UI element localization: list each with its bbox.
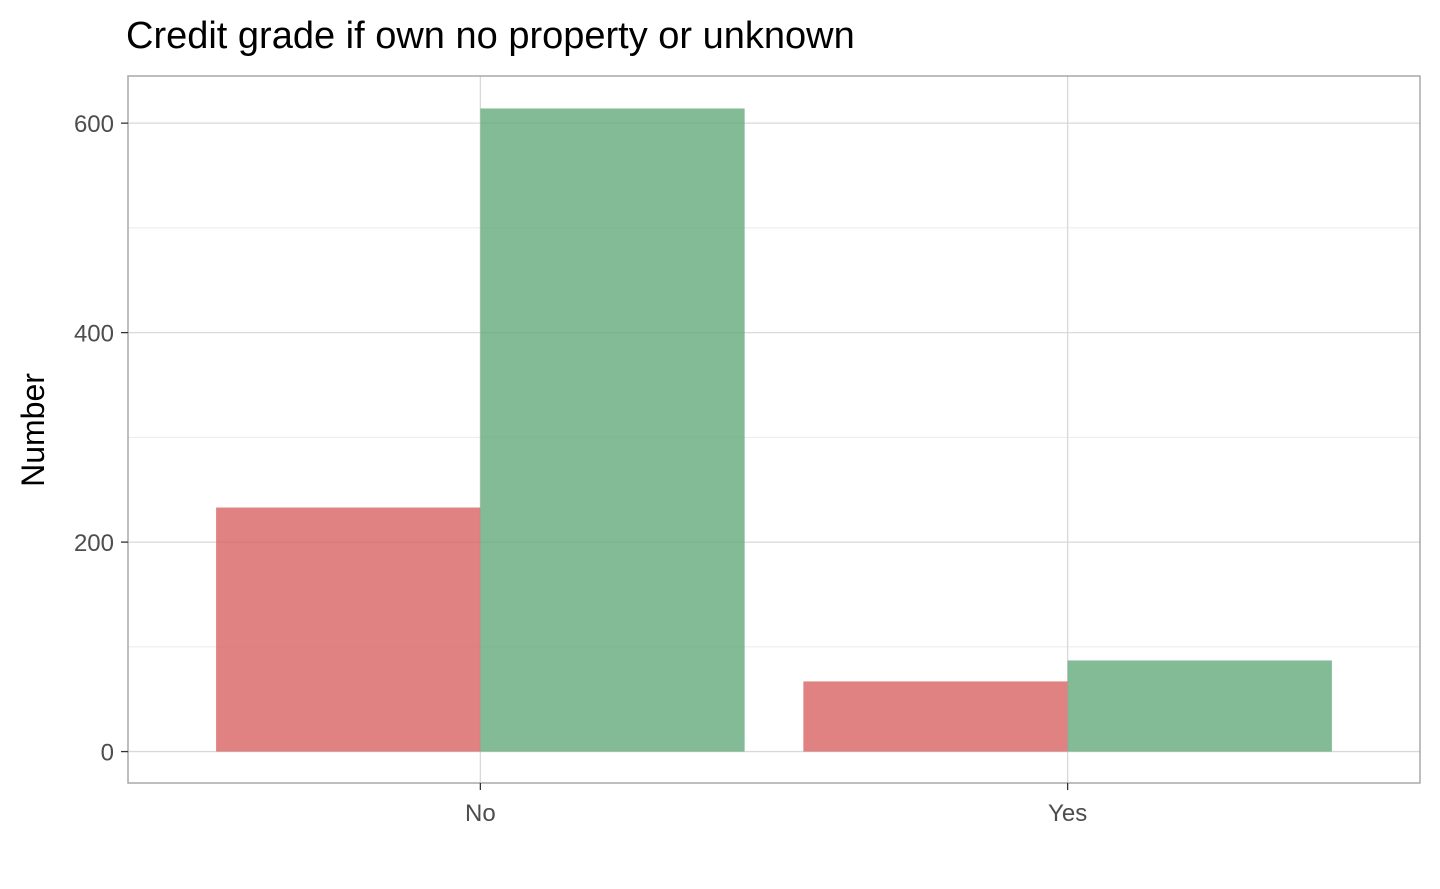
y-tick-label: 600 — [74, 111, 114, 138]
bar — [480, 108, 745, 752]
bars — [216, 108, 1332, 752]
bar — [1067, 660, 1332, 752]
x-tick-label: Yes — [1048, 800, 1087, 827]
x-tick-label: No — [465, 800, 496, 827]
plot-border — [127, 75, 1421, 784]
y-axis: 0 200 400 600 — [74, 111, 128, 767]
y-tick-label: 400 — [74, 321, 114, 348]
chart-title: Credit grade if own no property or unkno… — [126, 15, 855, 57]
bar — [216, 507, 481, 752]
bar — [803, 681, 1068, 752]
y-tick-label: 0 — [101, 740, 114, 767]
y-axis-label: Number — [15, 373, 51, 487]
y-tick-label: 200 — [74, 530, 114, 557]
x-axis: No Yes — [465, 783, 1087, 827]
